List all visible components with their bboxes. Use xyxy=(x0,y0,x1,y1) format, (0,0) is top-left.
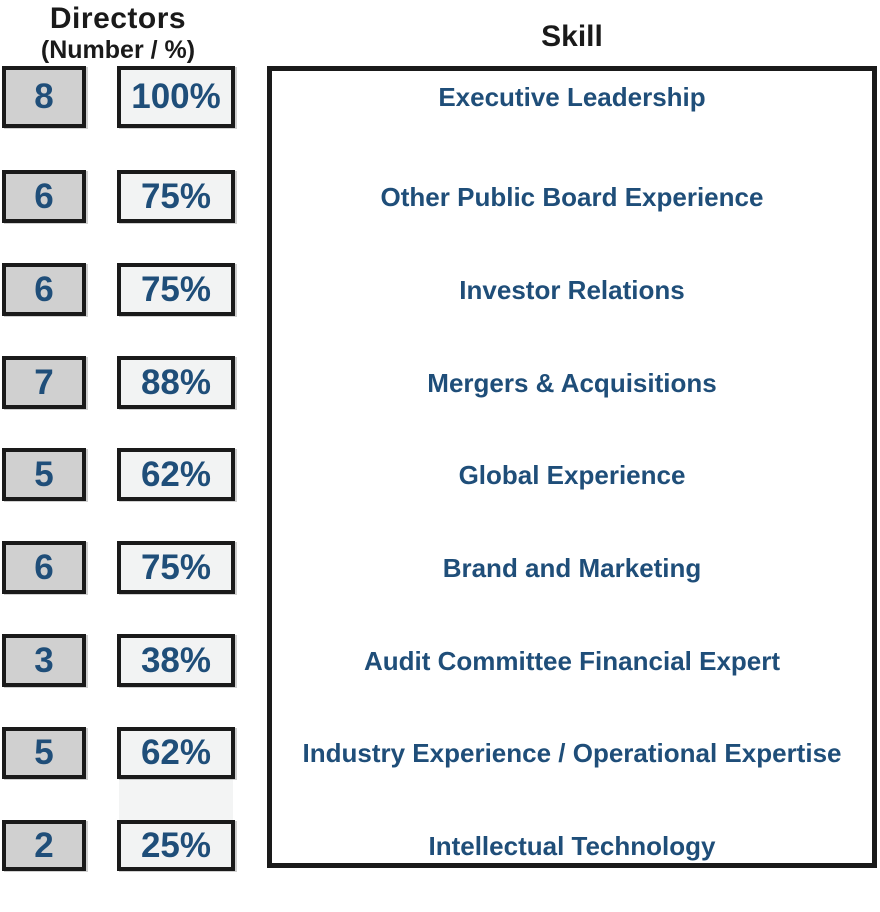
director-percent: 38% xyxy=(140,640,212,680)
skill-name: Audit Committee Financial Expert xyxy=(363,645,781,676)
director-percent-box: 38% xyxy=(117,634,235,687)
director-count: 5 xyxy=(34,454,54,494)
director-count: 5 xyxy=(34,733,54,772)
director-percent-box: 100% xyxy=(117,66,235,128)
director-percent: 75% xyxy=(140,269,212,309)
director-count-box: 5 xyxy=(2,727,86,779)
director-percent: 88% xyxy=(140,362,212,402)
skill-name: Other Public Board Experience xyxy=(380,181,764,212)
director-count: 6 xyxy=(34,269,54,309)
director-percent: 62% xyxy=(140,733,212,772)
director-count-box: 8 xyxy=(2,66,86,128)
director-count-box: 3 xyxy=(2,634,86,687)
director-percent: 75% xyxy=(140,176,212,216)
director-count: 6 xyxy=(34,176,54,216)
skill-header: Skill xyxy=(541,20,603,53)
director-count-box: 6 xyxy=(2,541,86,594)
skill-name: Investor Relations xyxy=(459,274,685,305)
director-percent: 62% xyxy=(140,454,212,494)
director-percent-box: 62% xyxy=(117,727,235,779)
directors-title: Directors xyxy=(49,2,187,35)
director-percent: 75% xyxy=(140,547,212,587)
directors-subtitle: (Number / %) xyxy=(40,36,196,64)
director-percent: 25% xyxy=(140,825,212,865)
director-percent-box: 75% xyxy=(117,541,235,594)
director-percent-box: 75% xyxy=(117,170,235,223)
directors-header: Directors (Number / %) xyxy=(0,2,236,64)
skill-name: Mergers & Acquisitions xyxy=(427,367,717,398)
skill-name: Global Experience xyxy=(458,459,686,490)
director-count-box: 2 xyxy=(2,820,86,871)
skill-name: Industry Experience / Operational Expert… xyxy=(302,738,842,768)
skill-name: Intellectual Technology xyxy=(428,830,716,861)
percent-column-connector xyxy=(119,776,233,822)
director-count-box: 5 xyxy=(2,448,86,501)
director-count: 8 xyxy=(34,77,54,116)
skill-name: Executive Leadership xyxy=(438,82,706,112)
director-count: 2 xyxy=(34,825,54,865)
skill-list-panel xyxy=(267,66,877,868)
director-percent-box: 75% xyxy=(117,263,235,316)
director-count: 3 xyxy=(34,640,54,680)
skill-name: Brand and Marketing xyxy=(442,552,702,583)
director-percent-box: 88% xyxy=(117,356,235,409)
director-count: 6 xyxy=(34,547,54,587)
director-count-box: 6 xyxy=(2,170,86,223)
director-percent-box: 25% xyxy=(117,820,235,871)
director-percent: 100% xyxy=(131,77,221,116)
director-count-box: 7 xyxy=(2,356,86,409)
director-percent-box: 62% xyxy=(117,448,235,501)
director-count: 7 xyxy=(34,362,54,402)
director-count-box: 6 xyxy=(2,263,86,316)
